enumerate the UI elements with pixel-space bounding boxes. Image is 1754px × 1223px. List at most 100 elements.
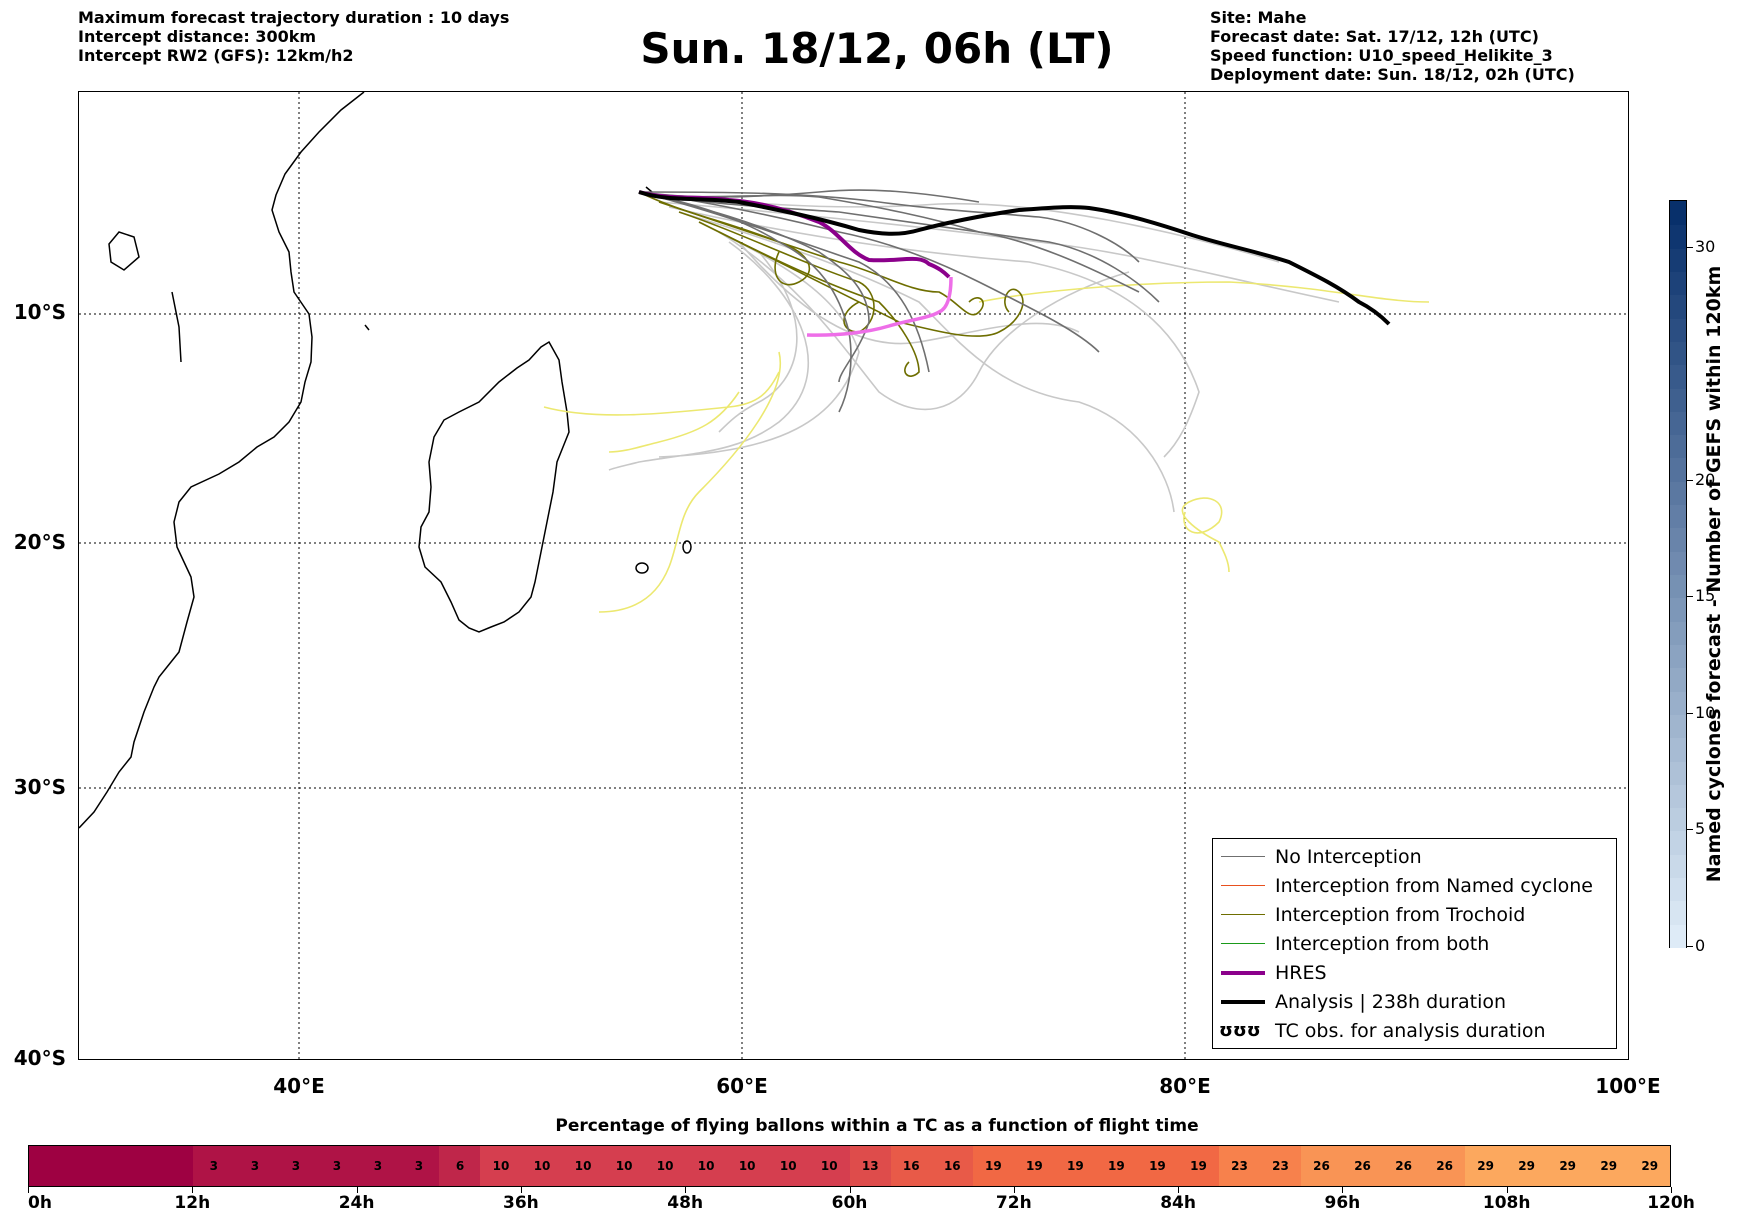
trajectories-no-interception-light [608, 191, 1340, 513]
flight-hour-label: 12h [174, 1193, 211, 1213]
seychelles [645, 186, 653, 193]
colorbar-tick [1686, 596, 1693, 598]
flight-bar-cell: 3 [357, 1146, 399, 1186]
flight-hour-label: 120h [1647, 1193, 1695, 1213]
colorbar-segment [1670, 410, 1686, 436]
lat-label-30s: 30°S [13, 775, 66, 799]
flight-bar-tick [1342, 1187, 1344, 1193]
colorbar-segment [1670, 201, 1686, 226]
colorbar-tick [1686, 712, 1693, 714]
flight-bar-cell [70, 1146, 112, 1186]
flight-bar-cell: 16 [931, 1146, 974, 1186]
lat-label-20s: 20°S [13, 530, 66, 554]
flight-bar-cell: 23 [1259, 1146, 1302, 1186]
flight-bar-cell [152, 1146, 194, 1186]
flight-bar-cell: 10 [767, 1146, 809, 1186]
colorbar-segment [1670, 783, 1686, 809]
flight-bar-cell: 10 [603, 1146, 645, 1186]
flight-bar-cell: 6 [439, 1146, 481, 1186]
colorbar-tick [1686, 479, 1693, 481]
flight-bar-cell: 3 [316, 1146, 358, 1186]
colorbar-tick [1686, 946, 1693, 947]
colorbar-segment [1670, 923, 1686, 948]
colorbar-tick-label: 10 [1695, 702, 1716, 722]
flight-hour-label: 108h [1482, 1193, 1531, 1213]
lake-malawi [171, 291, 182, 363]
comoros [364, 324, 370, 331]
flight-bar-cell: 26 [1341, 1146, 1384, 1186]
colorbar-segment [1670, 760, 1686, 785]
colorbar-segment [1670, 737, 1686, 762]
flight-hour-label: 48h [667, 1193, 704, 1213]
colorbar-segment [1670, 340, 1686, 366]
colorbar-segment [1670, 667, 1686, 692]
lake-victoria [108, 231, 140, 271]
map-legend: No Interception Interception from Named … [1212, 838, 1617, 1049]
flight-bar-cell: 23 [1218, 1146, 1261, 1186]
flight-bar-cell: 10 [480, 1146, 522, 1186]
deployment-date-text: Deployment date: Sun. 18/12, 02h (UTC) [1210, 65, 1575, 84]
flight-bar-cell: 3 [193, 1146, 235, 1186]
flight-bar-cell: 10 [726, 1146, 768, 1186]
lon-label-80e: 80°E [1159, 1074, 1211, 1098]
colorbar-tick-label: 30 [1695, 236, 1716, 256]
flight-hour-label: 96h [1324, 1193, 1361, 1213]
flight-bar-tick [1671, 1187, 1672, 1193]
legend-swatch-named-cyclone [1221, 885, 1265, 886]
flight-bar-cell: 10 [562, 1146, 604, 1186]
colorbar-segment [1670, 387, 1686, 412]
colorbar-title: Named cyclones forecast - Number of GEFS… [1703, 265, 1725, 883]
flight-bar-cell: 10 [808, 1146, 850, 1186]
legend-label-named-cyclone: Interception from Named cyclone [1275, 875, 1593, 897]
flight-bar-tick [192, 1187, 194, 1193]
flight-bar-title: Percentage of flying ballons within a TC… [555, 1116, 1199, 1136]
flight-bar-cell: 3 [398, 1146, 440, 1186]
flight-bar-cell: 10 [521, 1146, 563, 1186]
flight-bar-cell: 29 [1587, 1146, 1630, 1186]
hres-light-track [806, 276, 953, 337]
flight-bar-cell: 29 [1464, 1146, 1507, 1186]
legend-swatch-both [1221, 943, 1265, 944]
legend-swatch-analysis [1221, 1000, 1265, 1004]
colorbar-segment [1670, 480, 1686, 506]
flight-bar-cell: 19 [972, 1146, 1015, 1186]
map-svg [79, 92, 1628, 1059]
colorbar-segment [1670, 527, 1686, 552]
lat-label-40s: 40°S [13, 1046, 66, 1070]
flight-hour-label: 36h [503, 1193, 539, 1213]
flight-bar-cell: 13 [849, 1146, 892, 1186]
flight-hour-label: 84h [1160, 1193, 1196, 1213]
colorbar-tick-label: 0 [1695, 936, 1706, 955]
colorbar-segment [1670, 457, 1686, 482]
page-title: Sun. 18/12, 06h (LT) [640, 24, 1114, 73]
flight-bar-cell: 19 [1095, 1146, 1138, 1186]
flight-bar-cell: 19 [1054, 1146, 1097, 1186]
flight-bar-cell: 29 [1628, 1146, 1671, 1186]
flight-hour-label: 0h [28, 1193, 52, 1213]
tc-symbol-icon: ʊʊʊ [1219, 1020, 1261, 1041]
site-text: Site: Mahe [1210, 8, 1307, 27]
cyclone-colorbar [1669, 200, 1687, 948]
intercept-distance-text: Intercept distance: 300km [78, 27, 317, 46]
flight-bar-cell: 26 [1300, 1146, 1343, 1186]
header-left: Maximum forecast trajectory duration : 1… [78, 8, 509, 65]
lon-label-40e: 40°E [273, 1074, 325, 1098]
flight-bar-cell: 29 [1546, 1146, 1589, 1186]
intercept-rw2-text: Intercept RW2 (GFS): 12km/h2 [78, 46, 354, 65]
flight-bar-cell: 19 [1136, 1146, 1179, 1186]
flight-bar-tick [520, 1187, 522, 1193]
flight-bar-tick [1178, 1187, 1180, 1193]
legend-label-tc-obs: TC obs. for analysis duration [1275, 1020, 1546, 1042]
lon-label-100e: 100°E [1595, 1074, 1661, 1098]
analysis-track [638, 190, 1391, 326]
legend-label-trochoid: Interception from Trochoid [1275, 904, 1526, 926]
colorbar-segment [1670, 853, 1686, 879]
graticule [79, 92, 1628, 1059]
legend-label-analysis: Analysis | 238h duration [1275, 991, 1507, 1013]
flight-bar-tick [849, 1187, 851, 1193]
flight-bar-cell: 10 [685, 1146, 727, 1186]
mauritius-island [682, 540, 692, 554]
header-right: Site: Mahe Forecast date: Sat. 17/12, 12… [1210, 8, 1575, 84]
colorbar-tick-label: 20 [1695, 469, 1716, 489]
map-area[interactable] [78, 91, 1629, 1060]
